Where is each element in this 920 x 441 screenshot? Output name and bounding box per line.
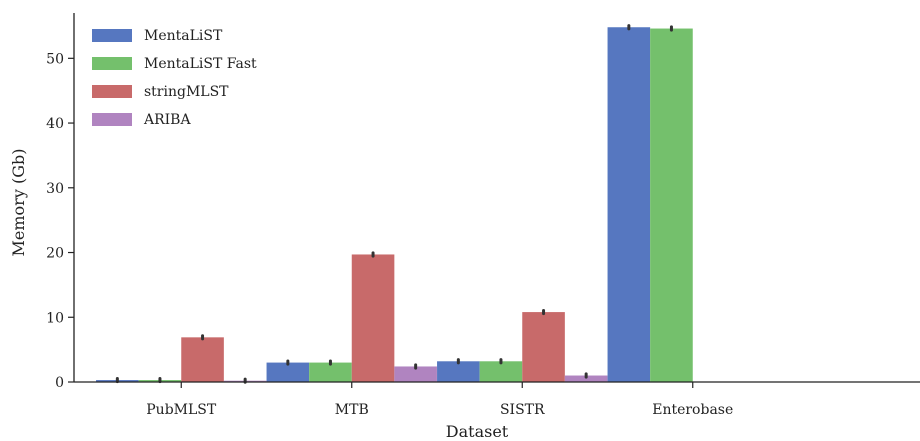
bar [309, 362, 352, 382]
bar [394, 366, 437, 382]
bars-layer [96, 27, 693, 383]
legend-label: stringMLST [144, 84, 229, 100]
x-tick-label: PubMLST [146, 402, 217, 418]
legend-swatch [92, 85, 132, 98]
legend-label: ARIBA [143, 112, 191, 128]
legend-swatch [92, 113, 132, 126]
y-tick-label: 0 [55, 375, 64, 391]
y-tick-label: 40 [46, 116, 64, 132]
y-tick-label: 50 [46, 51, 64, 67]
legend-swatch [92, 57, 132, 70]
x-tick-label: MTB [335, 402, 369, 418]
bar [266, 362, 310, 382]
bar [351, 254, 395, 382]
y-tick-label: 10 [46, 310, 64, 326]
y-ticks: 0 10 20 30 40 50 [46, 51, 74, 391]
legend-label: MentaLiST Fast [144, 56, 257, 72]
bar [181, 337, 224, 382]
bar [437, 361, 480, 382]
bar [522, 312, 565, 382]
legend: MentaLiST MentaLiST Fast stringMLST ARIBA [92, 28, 257, 128]
bar [650, 28, 693, 383]
y-axis-label: Memory (Gb) [9, 149, 28, 257]
x-tick-label: SISTR [500, 402, 545, 418]
legend-label: MentaLiST [144, 28, 223, 44]
y-tick-label: 20 [46, 246, 64, 262]
x-ticks: PubMLST MTB SISTR Enterobase [146, 382, 733, 418]
bar [564, 375, 608, 382]
y-tick-label: 30 [46, 181, 64, 197]
bar [479, 361, 523, 382]
x-tick-label: Enterobase [652, 402, 733, 418]
error-bars-layer [115, 24, 673, 384]
legend-swatch [92, 29, 132, 42]
bar [607, 27, 651, 383]
x-axis-label: Dataset [446, 422, 509, 441]
